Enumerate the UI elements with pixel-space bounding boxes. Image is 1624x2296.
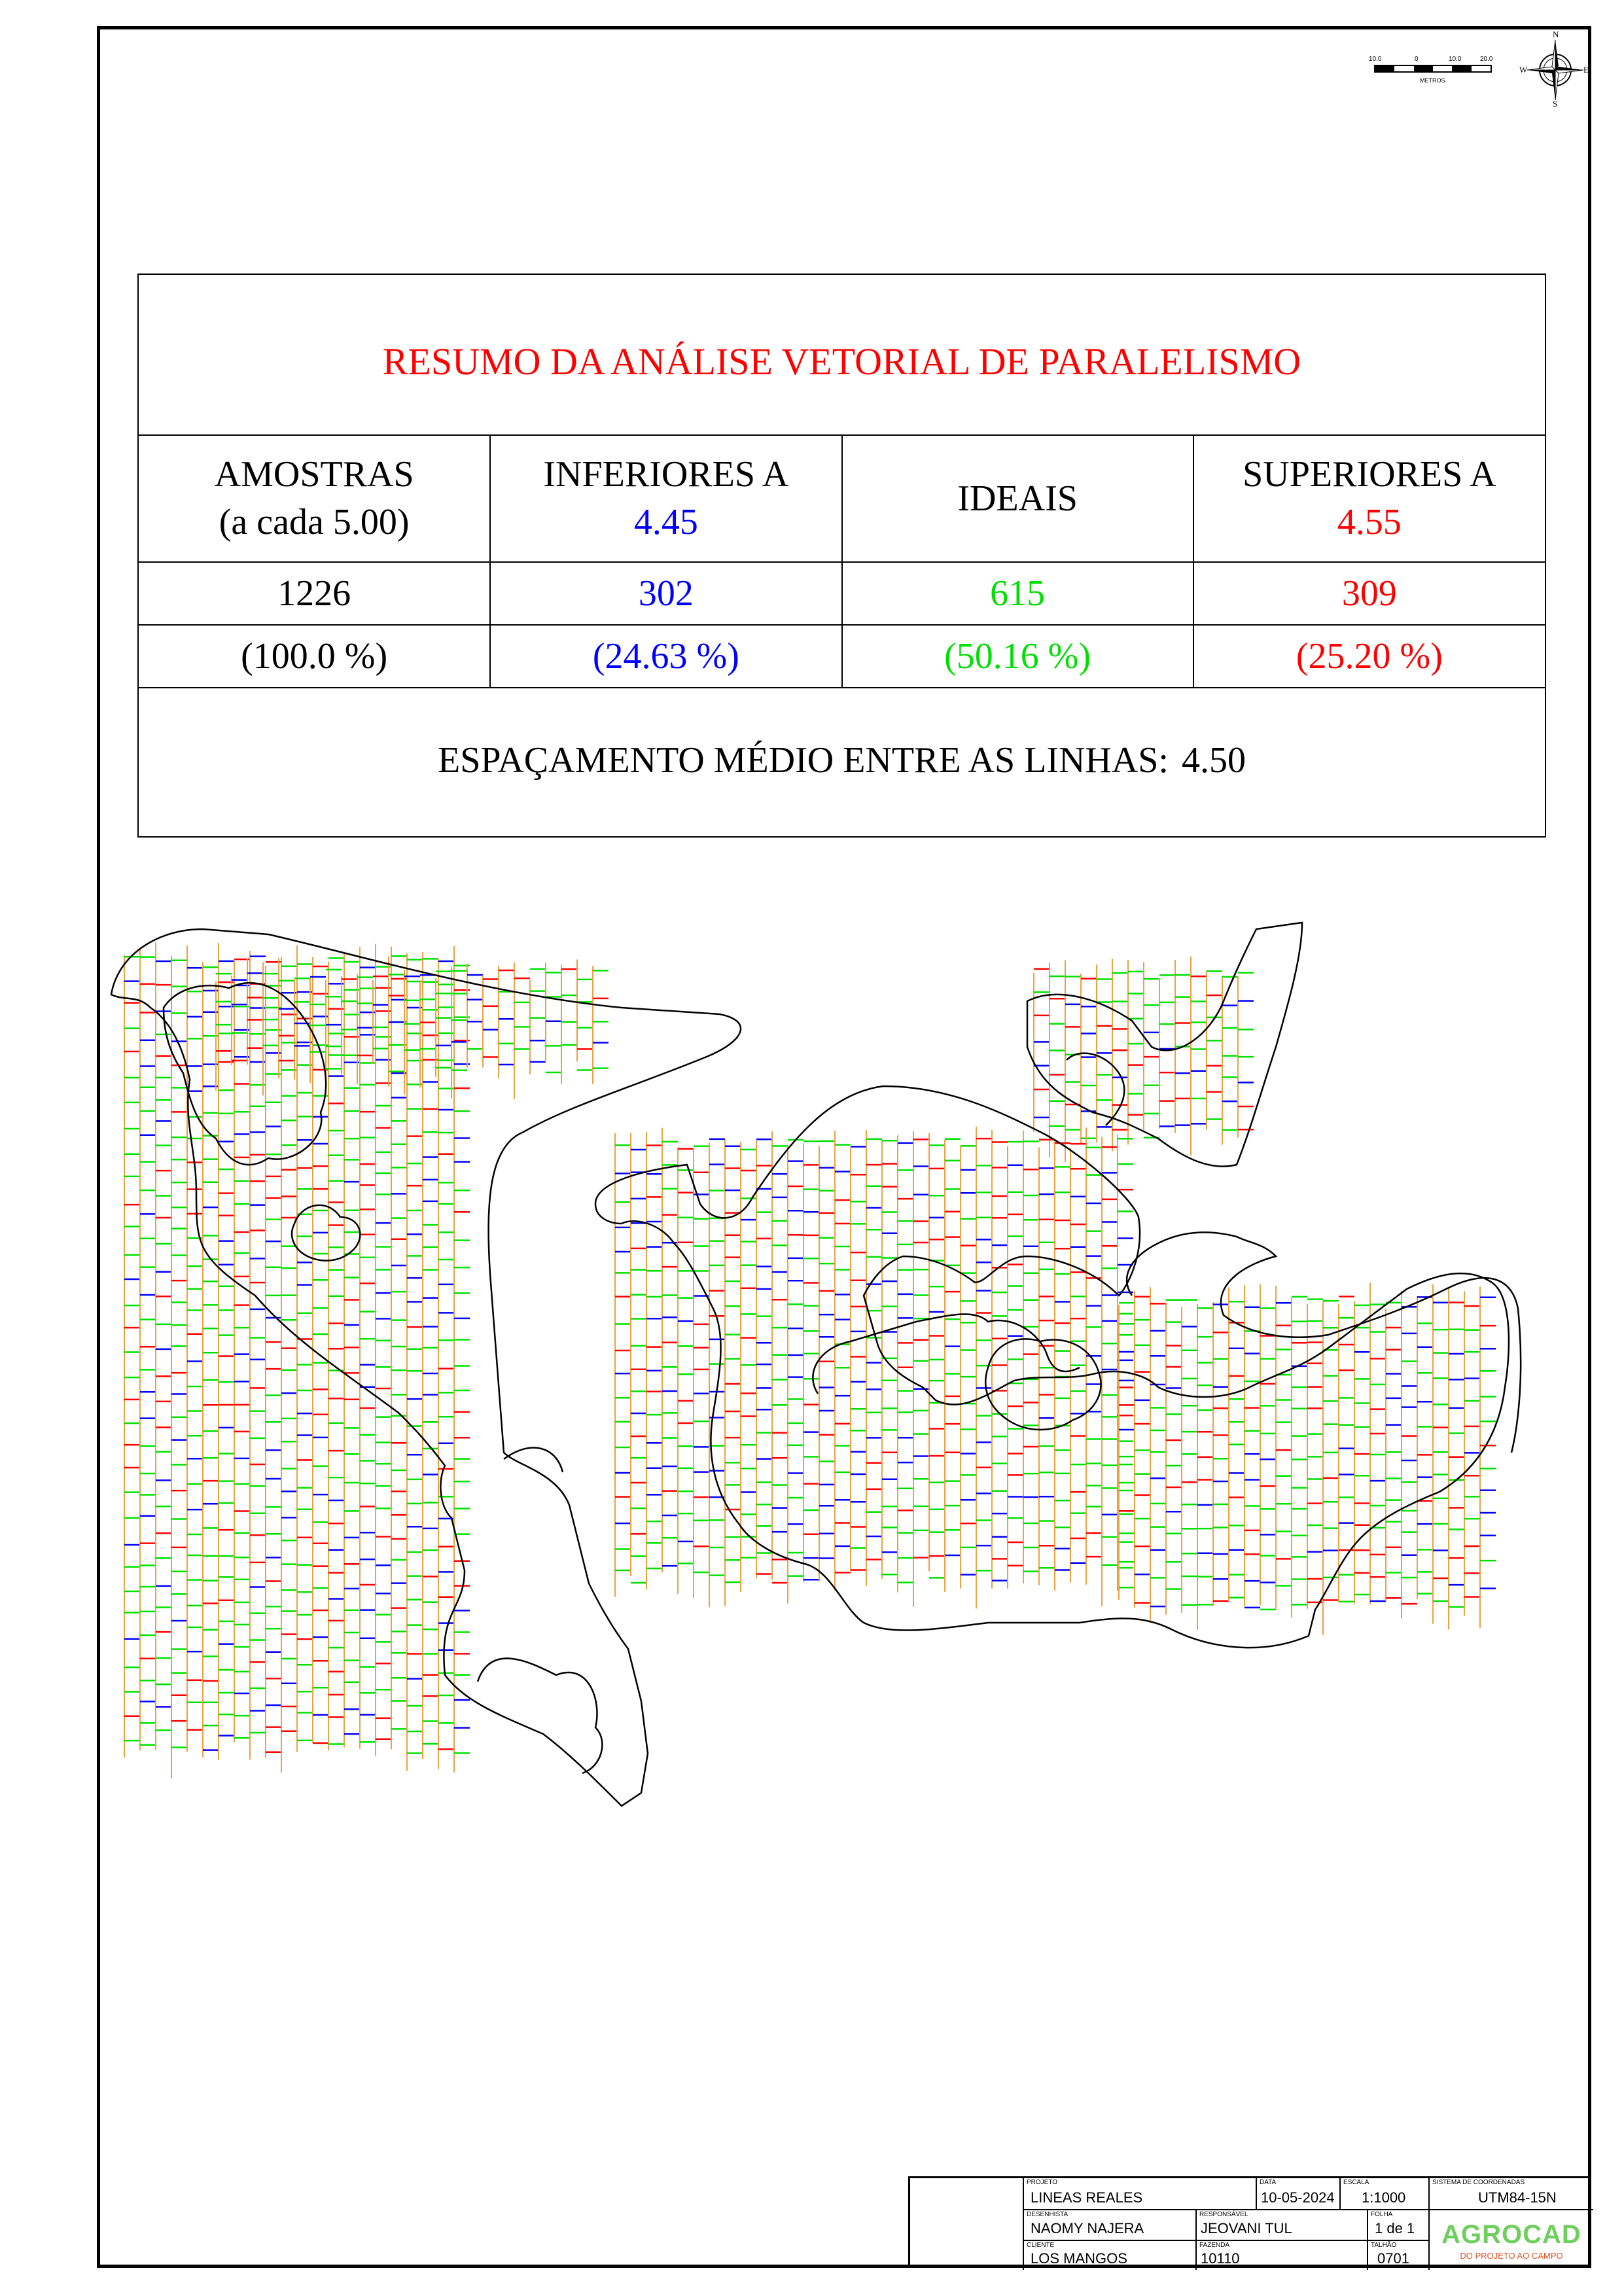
percent-total: (100.0 %) (139, 624, 491, 688)
col-inferiores: INFERIORES A 4.45 (489, 436, 843, 563)
tb-escala-value: 1:1000 (1362, 2189, 1406, 2206)
tb-projeto-value: LINEAS REALES (1031, 2189, 1143, 2206)
tb-sistema-label: SISTEMA DE COORDENADAS (1432, 2179, 1525, 2186)
col-inferiores-threshold: 4.45 (633, 502, 698, 542)
tb-fazenda: FAZENDA 10110 (1195, 2240, 1367, 2270)
col-amostras-line2: (a cada 5.00) (219, 502, 410, 542)
tb-escala: ESCALA 1:1000 (1339, 2178, 1428, 2209)
compass-e: E (1583, 65, 1589, 75)
summary-table: RESUMO DA ANÁLISE VETORIAL DE PARALELISM… (137, 274, 1546, 838)
col-inferiores-line1: INFERIORES A (543, 454, 789, 495)
scale-unit: METROS (1420, 77, 1445, 84)
tb-cliente-label: CLIENTE (1027, 2242, 1055, 2249)
tb-desenhista: DESENHISTA NAOMY NAJERA (1023, 2209, 1195, 2240)
summary-count-row: 1226 302 615 309 (139, 561, 1545, 626)
compass-rose-icon: N S W E (1519, 29, 1589, 108)
boundary-west-hole-1 (162, 981, 327, 1166)
tb-cliente: CLIENTE LOS MANGOS (1023, 2240, 1195, 2270)
tb-responsavel-value: JEOVANI TUL (1201, 2220, 1292, 2236)
title-block: PROJETO LINEAS REALES DATA 10-05-2024 ES… (908, 2176, 1593, 2270)
compass-w: W (1519, 65, 1528, 75)
col-amostras: AMOSTRAS (a cada 5.00) (139, 436, 491, 563)
average-spacing-value: 4.50 (1182, 740, 1246, 781)
compass-s: S (1553, 99, 1557, 108)
title-block-blank (910, 2178, 1023, 2270)
scale-tick: 0 (1415, 56, 1419, 63)
count-total: 1226 (139, 561, 491, 626)
percent-inferiores: (24.63 %) (489, 624, 843, 688)
percent-superiores: (25.20 %) (1192, 624, 1545, 688)
scale-bar-segments (1374, 65, 1492, 73)
col-amostras-line1: AMOSTRAS (214, 454, 414, 495)
boundary-west-inner-2 (476, 1657, 603, 1775)
agrocad-logo: AGROCAD DO PROJETO AO CAMPO (1428, 2209, 1593, 2270)
col-superiores: SUPERIORES A 4.55 (1192, 436, 1545, 563)
summary-percent-row: (100.0 %) (24.63 %) (50.16 %) (25.20 %) (139, 624, 1545, 688)
boundary-west-field (110, 928, 742, 1807)
tb-responsavel: RESPONSÁVEL JEOVANI TUL (1195, 2209, 1367, 2240)
boundary-central-field (594, 1085, 1510, 1649)
summary-grid: AMOSTRAS (a cada 5.00) INFERIORES A 4.45… (139, 436, 1545, 688)
tb-folha: FOLHA 1 de 1 (1367, 2209, 1428, 2240)
tb-escala-label: ESCALA (1343, 2179, 1369, 2186)
tb-talhao-label: TALHÃO (1371, 2242, 1397, 2249)
col-superiores-threshold: 4.55 (1337, 502, 1402, 542)
scale-tick: 20.0 (1480, 56, 1493, 63)
boundary-central-hole (985, 1338, 1102, 1431)
tb-desenhista-label: DESENHISTA (1027, 2211, 1068, 2218)
logo-name: AGROCAD (1441, 2219, 1581, 2249)
field-map (110, 921, 1522, 1807)
boundary-west-hole-2 (291, 1204, 361, 1262)
map-sample-lines (124, 942, 1496, 1778)
col-ideais: IDEAIS (841, 436, 1194, 563)
tb-desenhista-value: NAOMY NAJERA (1031, 2220, 1144, 2236)
tb-responsavel-label: RESPONSÁVEL (1199, 2211, 1248, 2218)
scale-tick: 10.0 (1369, 56, 1382, 63)
count-inferiores: 302 (489, 561, 843, 626)
tb-fazenda-label: FAZENDA (1199, 2242, 1230, 2249)
tb-data: DATA 10-05-2024 (1256, 2178, 1339, 2209)
tb-data-label: DATA (1260, 2179, 1277, 2186)
tb-sistema-value: UTM84-15N (1478, 2189, 1557, 2206)
tb-fazenda-value: 10110 (1201, 2250, 1240, 2267)
count-superiores: 309 (1192, 561, 1545, 626)
tb-cliente-value: LOS MANGOS (1031, 2250, 1127, 2267)
scale-bar: 10.0 0 10.0 20.0 METROS (1368, 56, 1498, 88)
boundary-northeast-hole (1066, 1052, 1125, 1126)
logo-tagline: DO PROJETO AO CAMPO (1460, 2250, 1563, 2261)
count-ideais: 615 (841, 561, 1194, 626)
boundary-central-ridge (812, 1313, 1080, 1394)
col-superiores-line1: SUPERIORES A (1243, 454, 1496, 495)
sheet-frame (97, 26, 1591, 2268)
tb-talhao: TALHÃO 0701 (1367, 2240, 1428, 2270)
compass-n: N (1553, 29, 1559, 39)
percent-ideais: (50.16 %) (841, 624, 1194, 688)
col-ideais-line1: IDEAIS (957, 478, 1078, 519)
boundary-west-inner (503, 1447, 564, 1473)
tb-talhao-value: 0701 (1377, 2250, 1409, 2267)
average-spacing: ESPAÇAMENTO MÉDIO ENTRE AS LINHAS: 4.50 (139, 684, 1545, 836)
scale-tick: 10.0 (1449, 56, 1462, 63)
tb-sistema: SISTEMA DE COORDENADAS UTM84-15N (1428, 2178, 1593, 2209)
field-boundaries (110, 921, 1522, 1807)
tb-data-value: 10-05-2024 (1261, 2189, 1335, 2206)
tb-folha-value: 1 de 1 (1375, 2220, 1415, 2236)
tb-projeto: PROJETO LINEAS REALES (1023, 2178, 1256, 2209)
tb-projeto-label: PROJETO (1027, 2179, 1058, 2186)
boundary-east-field (1125, 1231, 1522, 1453)
summary-header-row: AMOSTRAS (a cada 5.00) INFERIORES A 4.45… (139, 436, 1545, 563)
summary-title: RESUMO DA ANÁLISE VETORIAL DE PARALELISM… (139, 275, 1545, 436)
tb-folha-label: FOLHA (1371, 2211, 1393, 2218)
average-spacing-label: ESPAÇAMENTO MÉDIO ENTRE AS LINHAS: (438, 740, 1169, 781)
